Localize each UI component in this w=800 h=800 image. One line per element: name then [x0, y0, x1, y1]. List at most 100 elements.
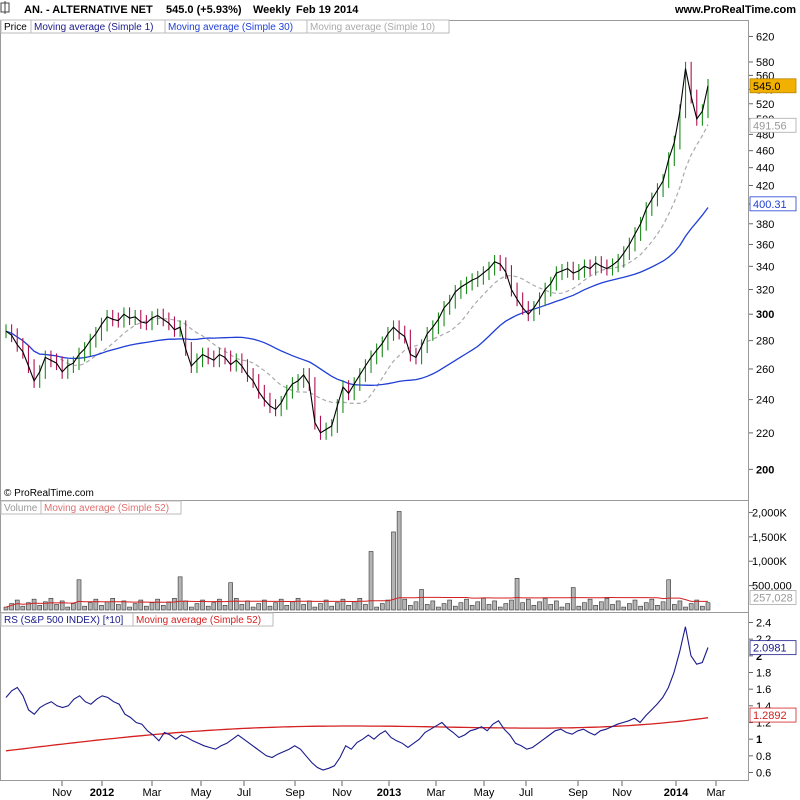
volume-bar-119 — [672, 604, 677, 611]
volume-bar-64 — [363, 604, 368, 611]
volume-bar-76 — [430, 600, 436, 611]
volume-bar-71 — [402, 598, 408, 611]
volume-bar-51 — [290, 601, 295, 611]
rs-tick-label-3: 1.8 — [756, 668, 771, 680]
volume-bar-75 — [424, 604, 430, 611]
volume-bar-101 — [570, 587, 576, 611]
volume-bar-111 — [627, 603, 632, 611]
volume-bar-104 — [587, 598, 593, 611]
volume-bar-106 — [598, 601, 604, 611]
volume-bar-120 — [677, 600, 683, 611]
volume-bar-32 — [183, 600, 189, 611]
volume-bar-56 — [318, 603, 323, 611]
volume-bar-55 — [312, 606, 318, 611]
volume-bar-3 — [20, 605, 26, 611]
volume-bar-67 — [379, 603, 385, 611]
copyright-label: © ProRealTime.com — [4, 488, 94, 499]
rs-tick-label-9: 0.6 — [756, 768, 771, 780]
volume-bar-108 — [610, 604, 615, 611]
volume-bar-60 — [340, 598, 346, 611]
ticker-title: AN. - ALTERNATIVE NET — [24, 4, 153, 16]
volume-bar-68 — [385, 599, 391, 611]
volume-bar-65 — [368, 551, 374, 611]
volume-bar-38 — [217, 598, 222, 611]
x-tick-label-2: Mar — [143, 787, 162, 799]
x-tick-label-5: Sep — [285, 787, 305, 799]
volume-bar-12 — [71, 603, 76, 611]
volume-bar-117 — [660, 601, 666, 611]
volume-bar-44 — [250, 606, 256, 611]
volume-bar-74 — [419, 589, 424, 611]
x-tick-label-7: 2013 — [377, 787, 401, 799]
volume-bar-61 — [346, 605, 351, 611]
volume-ma-value-badge-box — [749, 590, 797, 605]
price-change: 545.0 (+5.93%) — [166, 4, 242, 16]
volume-bar-81 — [458, 602, 464, 611]
price-tick-label-8: 440 — [756, 163, 774, 175]
volume-bar-36 — [205, 605, 211, 611]
volume-bar-54 — [306, 600, 312, 611]
volume-bar-79 — [447, 599, 452, 611]
x-tick-label-11: Sep — [568, 787, 588, 799]
volume-bar-48 — [273, 602, 278, 611]
ma10-value-badge: 491.56 — [753, 120, 787, 132]
volume-bar-29 — [166, 601, 172, 611]
legend-price: Price — [4, 22, 27, 33]
legend-volume: Volume — [4, 503, 38, 514]
volume-bar-15 — [87, 602, 93, 611]
legend-box-volume-ma — [40, 500, 182, 515]
volume-bar-0 — [3, 606, 9, 611]
volume-bar-53 — [301, 604, 306, 611]
volume-bar-24 — [138, 599, 144, 611]
volume-bar-72 — [408, 605, 413, 611]
volume-bar-85 — [481, 597, 486, 611]
volume-bar-57 — [323, 599, 329, 611]
ma10-line — [5, 124, 709, 404]
x-tick-label-0: Nov — [52, 787, 72, 799]
volume-bar-97 — [548, 604, 554, 611]
volume-legend: Volume Moving average (Simple 52) — [0, 500, 182, 515]
volume-bar-20 — [116, 604, 121, 611]
volume-bar-14 — [82, 605, 87, 611]
rs-value-badge: 2.0981 — [753, 643, 787, 655]
rs-ma-value-badge-box — [749, 707, 797, 723]
legend-ma30: Moving average (Simple 30) — [168, 22, 293, 33]
volume-bar-19 — [110, 597, 116, 611]
volume-bar-80 — [452, 605, 458, 611]
volume-bar-95 — [537, 601, 542, 611]
close-line — [5, 68, 709, 434]
legend-volume-ma: Moving average (Simple 52) — [44, 503, 169, 514]
last-price-badge: 545.0 — [753, 81, 781, 93]
volume-bar-109 — [615, 600, 621, 611]
x-tick-label-14: Mar — [707, 787, 726, 799]
volume-bar-88 — [497, 606, 503, 611]
legend-rs-ma: Moving average (Simple 52) — [136, 615, 261, 626]
volume-bar-52 — [295, 597, 301, 611]
price-tick-label-13: 340 — [756, 261, 774, 273]
volume-bar-78 — [441, 603, 447, 611]
volume-bar-77 — [436, 606, 441, 611]
volume-bar-45 — [256, 603, 262, 611]
volume-bar-102 — [576, 605, 582, 611]
volume-bar-26 — [149, 602, 155, 611]
volume-bar-92 — [520, 602, 525, 611]
price-legend: Price Moving average (Simple 1) Moving a… — [0, 19, 450, 34]
volume-bar-8 — [48, 597, 54, 611]
rs-tick-label-7: 1 — [756, 734, 762, 746]
volume-bar-98 — [554, 600, 559, 611]
rs-tick-label-0: 2.4 — [756, 618, 771, 630]
volume-ma-value-badge: 257,028 — [753, 592, 793, 604]
volume-bar-103 — [582, 602, 587, 611]
volume-bar-43 — [245, 600, 250, 611]
volume-bar-118 — [666, 579, 671, 611]
volume-bar-17 — [99, 605, 104, 611]
price-tick-label-7: 460 — [756, 146, 774, 158]
price-tick-label-17: 260 — [756, 364, 774, 376]
volume-bar-73 — [413, 601, 419, 611]
x-tick-label-12: Nov — [612, 787, 632, 799]
site-label: www.ProRealTime.com — [674, 4, 796, 16]
volume-bar-37 — [211, 602, 217, 611]
volume-bar-114 — [643, 602, 649, 611]
volume-bar-6 — [37, 605, 42, 611]
ma10-value-badge-box — [749, 117, 797, 133]
